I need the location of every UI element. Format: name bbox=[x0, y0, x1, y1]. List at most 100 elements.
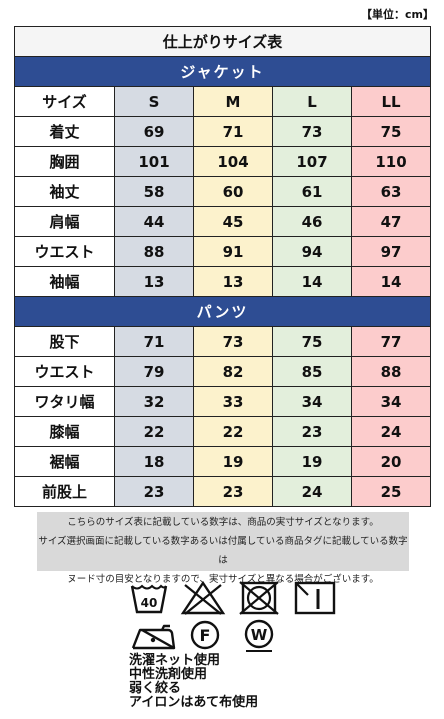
table-row: 袖丈 58 60 61 63 bbox=[14, 176, 432, 207]
row-value: 58 bbox=[114, 176, 194, 207]
row-value: 101 bbox=[114, 146, 194, 177]
size-chart-table: 仕上がりサイズ表 ジャケット サイズ S M L LL 着丈 69 71 73 75 胸囲 101 104 1… bbox=[13, 26, 432, 507]
table-row: ウエスト 88 91 94 97 bbox=[14, 236, 432, 267]
row-label: 肩幅 bbox=[14, 206, 115, 237]
row-value: 107 bbox=[272, 146, 352, 177]
row-value: 23 bbox=[272, 416, 352, 447]
row-value: 88 bbox=[114, 236, 194, 267]
note-line: サイズ選択画面に記載している数字あるいは付属している商品タグに記載している数字は bbox=[38, 536, 408, 566]
size-header-row: サイズ S M L LL bbox=[14, 86, 432, 117]
row-label: 裾幅 bbox=[14, 446, 115, 477]
row-value: 71 bbox=[114, 326, 194, 357]
row-value: 73 bbox=[272, 116, 352, 147]
row-label: 前股上 bbox=[14, 476, 115, 507]
row-value: 91 bbox=[193, 236, 273, 267]
table-row: 胸囲 101 104 107 110 bbox=[14, 146, 432, 177]
row-value: 19 bbox=[193, 446, 273, 477]
care-line: 中性洗剤使用 bbox=[129, 667, 208, 682]
row-value: 45 bbox=[193, 206, 273, 237]
row-label: 袖丈 bbox=[14, 176, 115, 207]
row-value: 13 bbox=[193, 266, 273, 297]
row-value: 14 bbox=[350, 266, 432, 297]
row-value: 77 bbox=[350, 326, 432, 357]
row-label: ワタリ幅 bbox=[14, 386, 115, 417]
size-header-ll: LL bbox=[350, 86, 432, 117]
row-label: 胸囲 bbox=[14, 146, 115, 177]
row-value: 32 bbox=[114, 386, 194, 417]
row-value: 75 bbox=[350, 116, 432, 147]
row-value: 24 bbox=[272, 476, 352, 507]
row-label: 膝幅 bbox=[14, 416, 115, 447]
row-value: 23 bbox=[193, 476, 273, 507]
row-value: 14 bbox=[272, 266, 352, 297]
table-row: 着丈 69 71 73 75 bbox=[14, 116, 432, 147]
row-value: 44 bbox=[114, 206, 194, 237]
row-value: 79 bbox=[114, 356, 194, 387]
row-value: 20 bbox=[350, 446, 432, 477]
section-title-jacket: ジャケット bbox=[13, 56, 432, 87]
size-header-m: M bbox=[193, 86, 273, 117]
care-line: 洗濯ネット使用 bbox=[129, 653, 221, 668]
table-row: 肩幅 44 45 46 47 bbox=[14, 206, 432, 237]
row-label: 着丈 bbox=[14, 116, 115, 147]
care-line: アイロンはあて布使用 bbox=[129, 695, 259, 710]
row-value: 61 bbox=[272, 176, 352, 207]
line-dry-shade-icon bbox=[294, 581, 336, 615]
row-value: 13 bbox=[114, 266, 194, 297]
table-row: 膝幅 22 22 23 24 bbox=[14, 416, 432, 447]
wash-temp: 40 bbox=[141, 596, 158, 610]
row-value: 22 bbox=[193, 416, 273, 447]
row-value: 34 bbox=[272, 386, 352, 417]
wet-clean-letter: W bbox=[251, 626, 268, 644]
care-instructions: 洗濯ネット使用 中性洗剤使用 弱く絞る アイロンはあて布使用 bbox=[129, 654, 258, 710]
wet-clean-w-icon: W bbox=[244, 619, 274, 652]
row-value: 22 bbox=[114, 416, 194, 447]
row-value: 25 bbox=[350, 476, 432, 507]
iron-icon bbox=[131, 624, 176, 650]
row-value: 63 bbox=[350, 176, 432, 207]
row-label: ウエスト bbox=[14, 356, 115, 387]
wash-tub-icon: 40 bbox=[130, 584, 168, 614]
row-value: 75 bbox=[272, 326, 352, 357]
note-line: こちらのサイズ表に記載している数字は、商品の実寸サイズとなります。 bbox=[67, 517, 379, 528]
dry-clean-letter: F bbox=[200, 626, 211, 645]
table-row: 股下 71 73 75 77 bbox=[14, 326, 432, 357]
row-value: 19 bbox=[272, 446, 352, 477]
table-row: ウエスト 79 82 85 88 bbox=[14, 356, 432, 387]
size-header-s: S bbox=[114, 86, 194, 117]
row-value: 18 bbox=[114, 446, 194, 477]
row-label: ウエスト bbox=[14, 236, 115, 267]
care-line: 弱く絞る bbox=[129, 681, 182, 696]
row-value: 24 bbox=[350, 416, 432, 447]
row-value: 85 bbox=[272, 356, 352, 387]
row-value: 60 bbox=[193, 176, 273, 207]
size-header-label: サイズ bbox=[14, 86, 115, 117]
row-value: 71 bbox=[193, 116, 273, 147]
table-row: ワタリ幅 32 33 34 34 bbox=[14, 386, 432, 417]
size-note: こちらのサイズ表に記載している数字は、商品の実寸サイズとなります。 サイズ選択画… bbox=[37, 512, 409, 585]
dry-clean-f-icon: F bbox=[190, 620, 220, 650]
row-value: 47 bbox=[350, 206, 432, 237]
table-row: 袖幅 13 13 14 14 bbox=[14, 266, 432, 297]
row-label: 股下 bbox=[14, 326, 115, 357]
row-label: 袖幅 bbox=[14, 266, 115, 297]
row-value: 34 bbox=[350, 386, 432, 417]
no-tumble-dry-icon bbox=[239, 581, 279, 615]
table-row: 前股上 23 23 24 25 bbox=[14, 476, 432, 507]
row-value: 23 bbox=[114, 476, 194, 507]
row-value: 73 bbox=[193, 326, 273, 357]
table-row: 裾幅 18 19 19 20 bbox=[14, 446, 432, 477]
section-title-pants: パンツ bbox=[13, 296, 432, 327]
table-title: 仕上がりサイズ表 bbox=[13, 26, 432, 57]
row-value: 46 bbox=[272, 206, 352, 237]
row-value: 94 bbox=[272, 236, 352, 267]
note-line: ヌード寸の目安となりますので、実寸サイズと異なる場合がございます。 bbox=[67, 574, 379, 585]
row-value: 88 bbox=[350, 356, 432, 387]
unit-label: 【単位：cm】 bbox=[361, 8, 434, 21]
row-value: 69 bbox=[114, 116, 194, 147]
no-bleach-icon bbox=[180, 580, 226, 615]
size-header-l: L bbox=[272, 86, 352, 117]
row-value: 104 bbox=[193, 146, 273, 177]
row-value: 97 bbox=[350, 236, 432, 267]
row-value: 82 bbox=[193, 356, 273, 387]
